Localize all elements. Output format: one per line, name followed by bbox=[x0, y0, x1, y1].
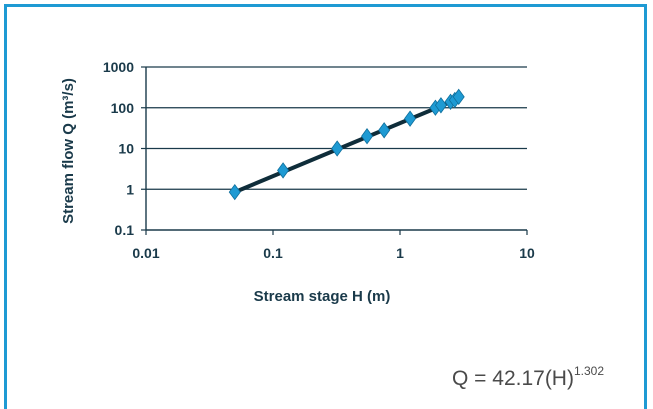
data-point-8 bbox=[434, 97, 447, 114]
y-tick-label-1: 1 bbox=[126, 181, 134, 197]
data-point-11 bbox=[452, 88, 465, 106]
regression-equation: Q = 42.17(H)1.302 bbox=[452, 364, 604, 391]
y-tick-label-0.1: 0.1 bbox=[115, 222, 135, 238]
y-tick-label-1000: 1000 bbox=[103, 59, 134, 75]
y-axis-title: Stream flow Q (m³/s) bbox=[60, 78, 77, 224]
axes bbox=[141, 66, 528, 235]
data-point-4 bbox=[361, 128, 374, 145]
tick-labels: 0.1 1 10 100 1000 0.01 0.1 1 10 bbox=[103, 59, 535, 261]
data-point-1 bbox=[228, 183, 241, 201]
equation-base: Q = 42.17(H) bbox=[452, 367, 574, 390]
x-tick-label-1: 1 bbox=[396, 245, 404, 261]
data-point-6 bbox=[404, 110, 417, 127]
y-tick-label-10: 10 bbox=[118, 141, 134, 157]
data-point-3 bbox=[331, 140, 344, 157]
data-point-5 bbox=[378, 122, 391, 139]
data-points bbox=[228, 88, 465, 201]
grid bbox=[146, 66, 527, 190]
chart-frame bbox=[4, 4, 647, 409]
y-tick-label-100: 100 bbox=[111, 100, 135, 116]
x-tick-label-0.01: 0.01 bbox=[132, 245, 159, 261]
x-tick-label-10: 10 bbox=[519, 245, 535, 261]
fit-line-group bbox=[232, 95, 463, 195]
equation-exponent: 1.302 bbox=[573, 364, 605, 378]
x-tick-label-0.1: 0.1 bbox=[263, 245, 283, 261]
x-axis-title: Stream stage H (m) bbox=[254, 288, 391, 305]
fit-line bbox=[232, 95, 463, 195]
data-point-2 bbox=[277, 162, 290, 179]
